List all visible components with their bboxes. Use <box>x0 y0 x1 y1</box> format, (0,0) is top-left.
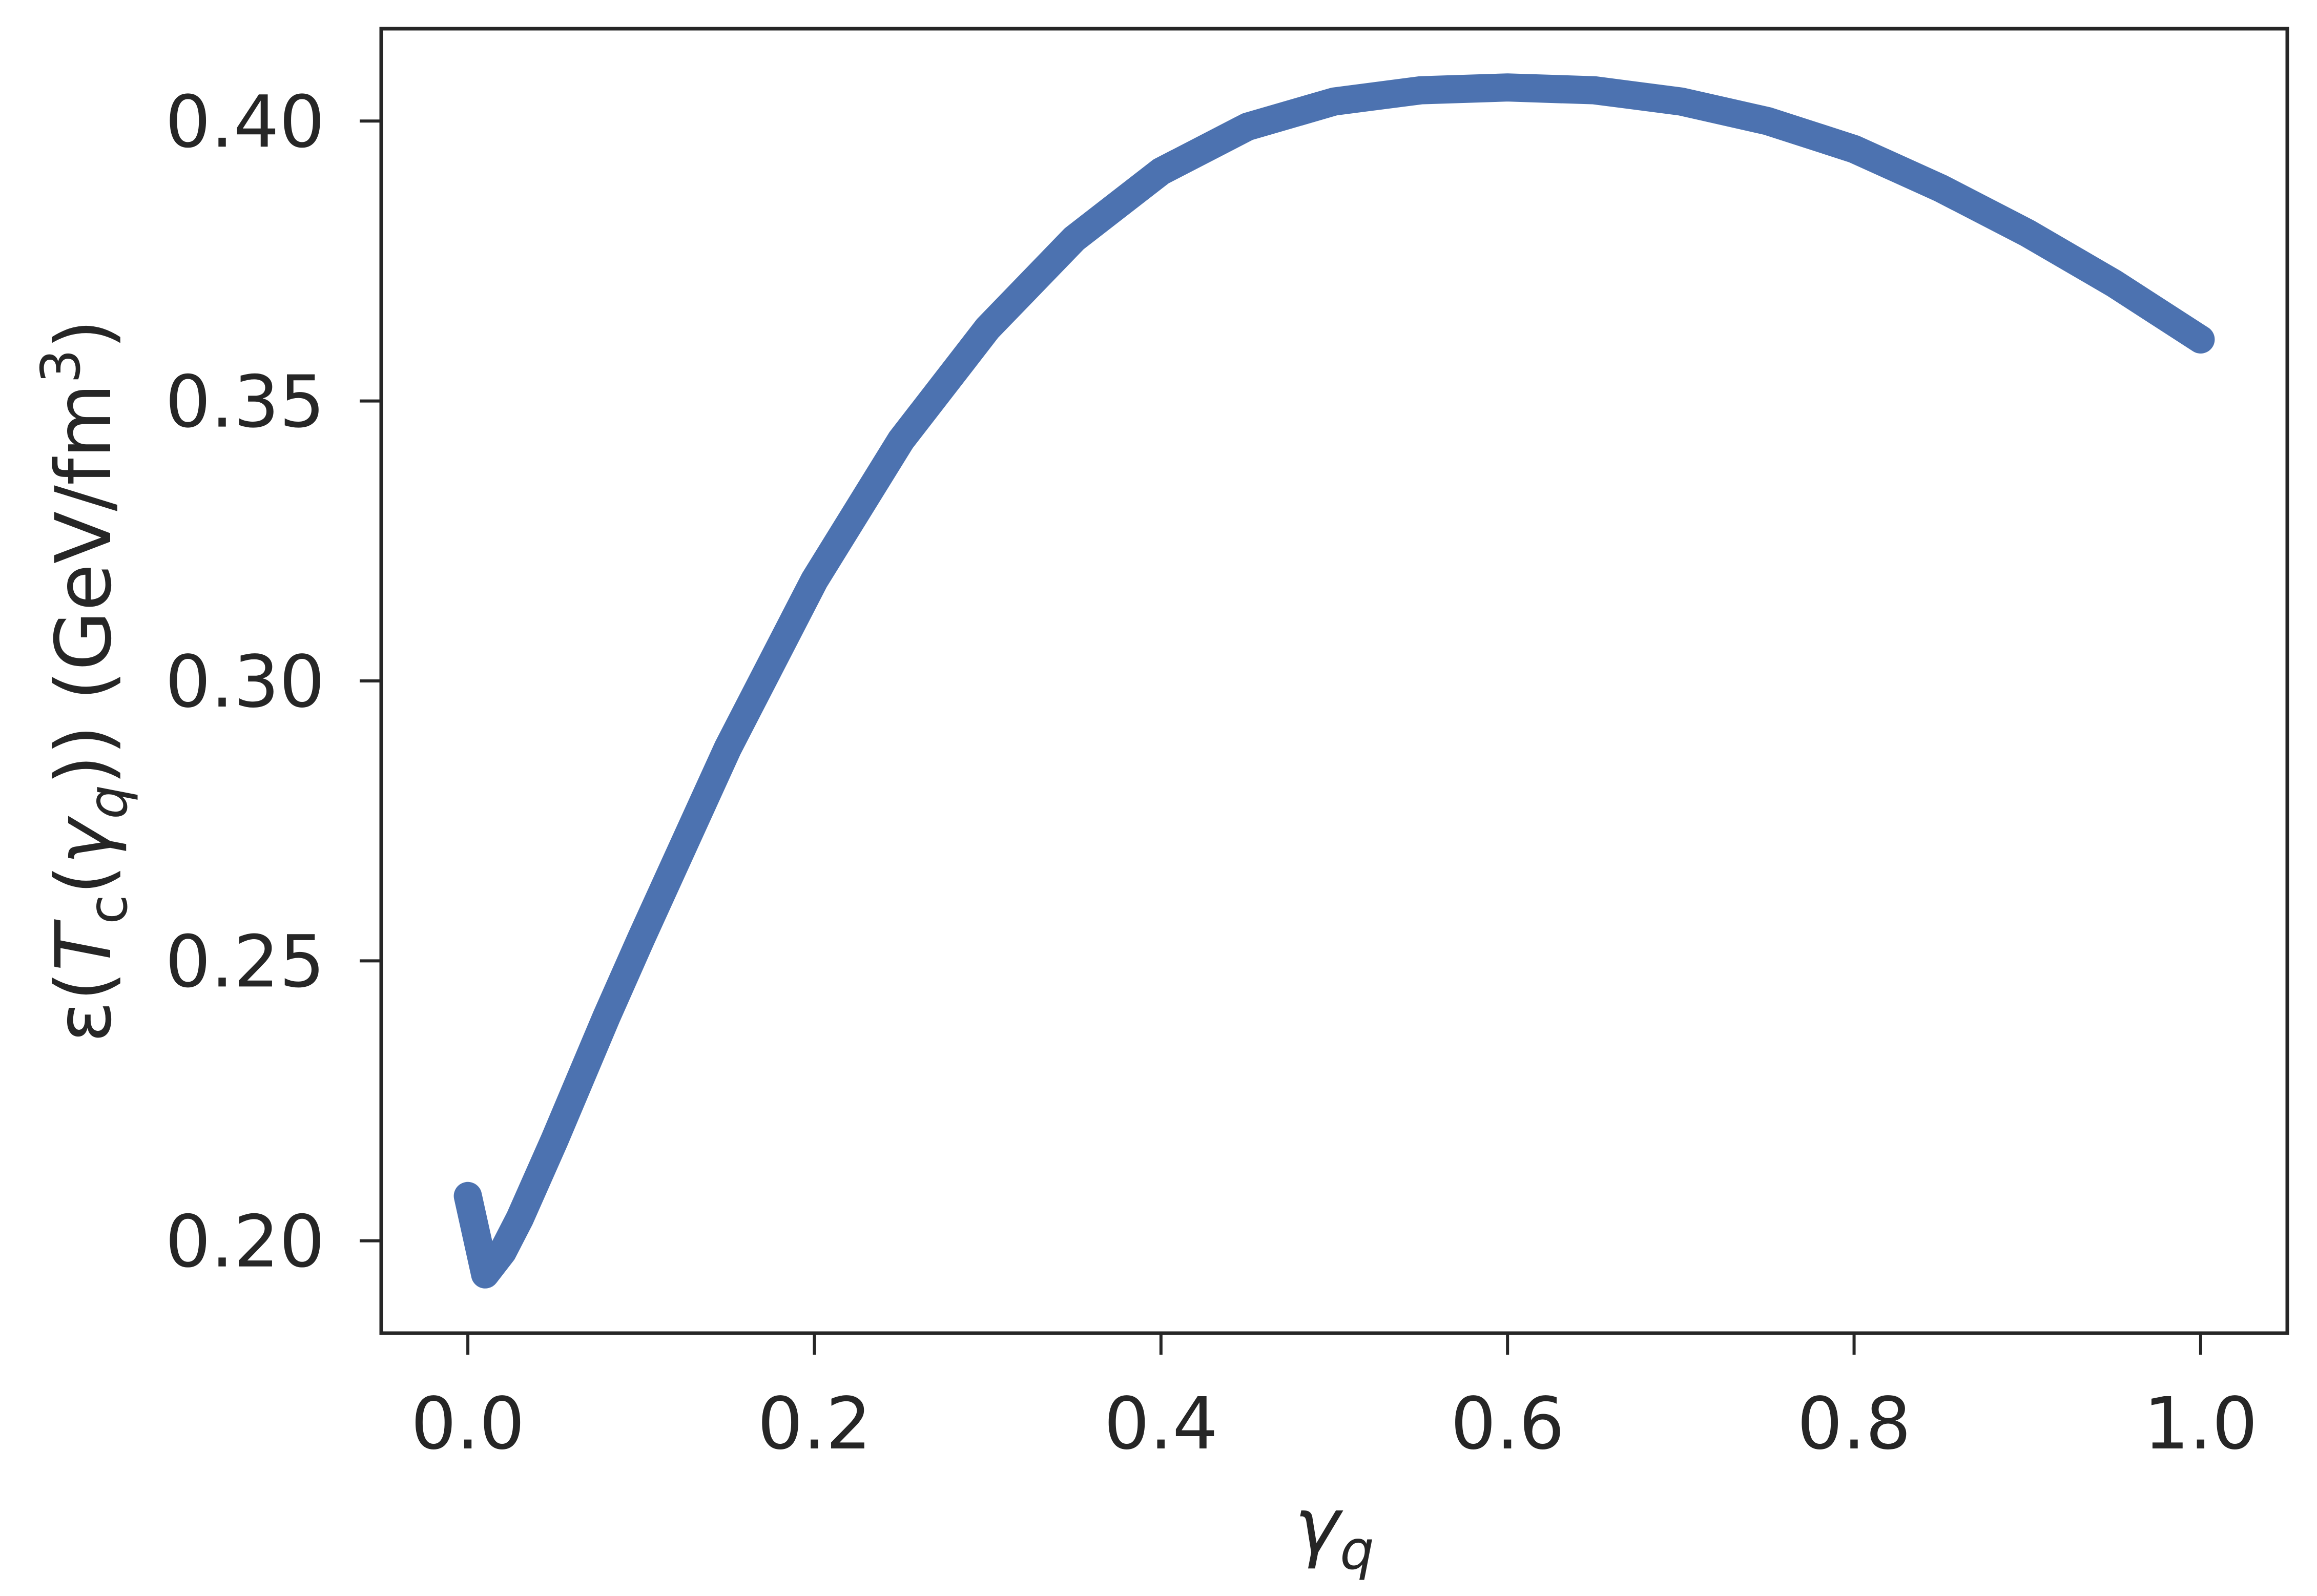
x-axis-title-sub: q <box>1340 1519 1374 1582</box>
x-tick-label: 0.4 <box>1104 1382 1218 1466</box>
x-axis-ticks: 0.0 0.2 0.4 0.6 0.8 1.0 <box>411 1333 2258 1466</box>
y-axis-title-gamma: γ <box>39 816 129 865</box>
y-axis-title-end: ) <box>39 319 129 349</box>
y-axis-title-t: T <box>39 919 129 971</box>
y-axis-ticks: 0.20 0.25 0.30 0.35 0.40 <box>165 80 381 1284</box>
x-axis-title-base: γ <box>1294 1482 1343 1571</box>
y-axis-title-mid: ( <box>39 865 129 895</box>
x-tick-label: 0.2 <box>757 1382 872 1466</box>
y-axis-title-post: )) (GeV/fm <box>39 383 129 785</box>
x-tick-label: 0.0 <box>411 1382 525 1466</box>
y-tick-label: 0.40 <box>165 80 325 164</box>
y-tick-label: 0.35 <box>165 361 325 444</box>
y-axis-title-t-sub: c <box>77 895 139 924</box>
x-tick-label: 0.8 <box>1797 1382 1911 1466</box>
y-tick-label: 0.30 <box>165 640 325 724</box>
series-line <box>453 73 2215 1289</box>
x-axis-title: γq <box>1294 1482 1374 1582</box>
y-axis-title-gamma-sub: q <box>77 785 139 819</box>
plot-area <box>379 27 2289 1335</box>
y-axis-title: ε(Tc(γq)) (GeV/fm3) <box>30 319 139 1043</box>
y-axis-title-sup: 3 <box>30 349 92 383</box>
y-tick-label: 0.20 <box>165 1200 325 1284</box>
y-tick-label: 0.25 <box>165 920 325 1004</box>
y-axis-title-pre: ε( <box>39 971 129 1043</box>
x-tick-label: 1.0 <box>2144 1382 2258 1466</box>
x-tick-label: 0.6 <box>1451 1382 1565 1466</box>
series-layer <box>453 73 2215 1289</box>
